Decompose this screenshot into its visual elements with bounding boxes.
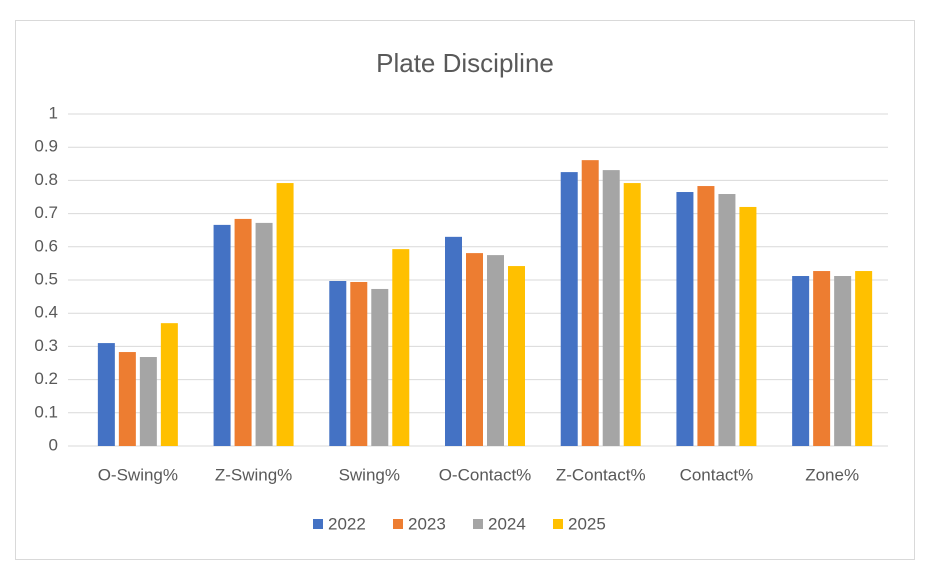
y-tick-label: 1: [49, 103, 58, 122]
bar: [97, 343, 115, 446]
bar: [371, 288, 389, 446]
x-tick-label: Z-Contact%: [556, 465, 646, 484]
chart-border: [15, 20, 915, 560]
bar: [581, 160, 599, 446]
bar: [350, 281, 368, 446]
x-tick-label: Contact%: [680, 465, 754, 484]
y-tick-label: 0.7: [34, 203, 58, 222]
bar: [560, 172, 578, 446]
bar: [160, 323, 178, 446]
bar: [118, 352, 136, 446]
legend-label: 2023: [408, 514, 446, 533]
y-tick-label: 0.9: [34, 137, 58, 156]
bar: [276, 183, 294, 446]
y-tick-label: 0.8: [34, 170, 58, 189]
bar: [445, 236, 462, 446]
bar: [234, 218, 252, 446]
bar: [813, 271, 831, 446]
bar: [466, 253, 483, 446]
legend-swatch: [393, 519, 403, 529]
bar: [623, 183, 641, 446]
x-tick-label: O-Swing%: [98, 465, 178, 484]
bar: [792, 276, 810, 446]
bar: [508, 266, 525, 446]
legend-swatch: [473, 519, 483, 529]
bar: [718, 194, 736, 446]
x-tick-label: O-Contact%: [439, 465, 532, 484]
legend-swatch: [553, 519, 563, 529]
y-tick-label: 0.6: [34, 236, 58, 255]
chart-title: Plate Discipline: [376, 48, 554, 78]
bar: [855, 271, 873, 446]
bar: [487, 255, 504, 446]
legend-label: 2024: [488, 514, 526, 533]
legend-label: 2025: [568, 514, 606, 533]
legend-swatch: [313, 519, 323, 529]
y-tick-label: 0: [49, 435, 58, 454]
y-tick-label: 0.3: [34, 336, 58, 355]
x-tick-label: Z-Swing%: [215, 465, 292, 484]
bar: [697, 186, 715, 446]
bar: [834, 276, 852, 446]
bar: [139, 357, 157, 446]
bar: [392, 249, 410, 446]
bar: [676, 192, 694, 446]
x-tick-label: Zone%: [805, 465, 859, 484]
bar: [739, 206, 757, 446]
bar: [213, 224, 231, 446]
y-tick-label: 0.2: [34, 369, 58, 388]
bar: [255, 222, 273, 446]
y-tick-label: 0.4: [34, 303, 58, 322]
x-tick-label: Swing%: [339, 465, 400, 484]
bar: [602, 170, 620, 446]
y-tick-label: 0.5: [34, 269, 58, 288]
bar: [329, 280, 347, 446]
legend-label: 2022: [328, 514, 366, 533]
y-tick-label: 0.1: [34, 402, 58, 421]
